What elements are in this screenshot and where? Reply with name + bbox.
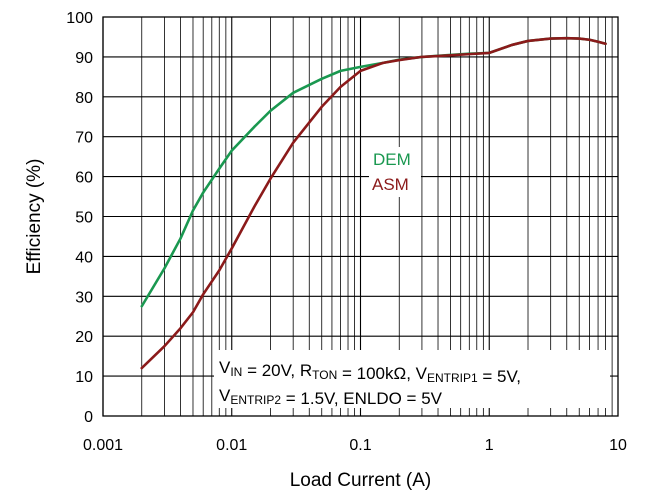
y-tick-label: 70: [75, 130, 93, 147]
x-tick-label: 0.1: [349, 437, 371, 454]
series-label-dem: DEM: [373, 150, 411, 169]
annotation-background: [214, 350, 610, 408]
annotation-subscript: ENTRIP1: [427, 371, 478, 385]
series-lines: [140, 36, 607, 370]
y-tick-label: 80: [75, 90, 93, 107]
series-label-background: [369, 147, 421, 197]
x-tick-label: 0.01: [216, 437, 247, 454]
annotation-text: = 100kΩ, V: [337, 364, 427, 383]
y-tick-labels: 0 10 20 30 40 50 60 70 80 90 100: [66, 10, 93, 426]
x-tick-labels: 0.001 0.01 0.1 1 10: [83, 437, 627, 454]
annotation-box: VIN = 20V, RTON = 100kΩ, VENTRIP1 = 5V, …: [214, 350, 610, 408]
series-label-backgrounds: [369, 147, 421, 197]
x-tick-label: 10: [609, 437, 627, 454]
x-tick-label: 0.001: [83, 437, 123, 454]
annotation-subscript: ENTRIP2: [230, 393, 281, 407]
annotation-text: = 20V, R: [242, 361, 312, 380]
annotation-text: V: [219, 386, 231, 405]
series-label-asm: ASM: [372, 175, 409, 194]
y-tick-label: 20: [75, 329, 93, 346]
annotation-text: V: [219, 358, 231, 377]
y-tick-label: 40: [75, 249, 93, 266]
annotation-text: = 5V,: [478, 367, 521, 386]
y-tick-label: 0: [84, 409, 93, 426]
y-tick-label: 10: [75, 369, 93, 386]
y-tick-label: 100: [66, 10, 93, 27]
x-tick-label: 1: [485, 437, 494, 454]
y-axis-title: Efficiency (%): [24, 159, 45, 275]
plot-frame: [102, 16, 619, 417]
y-tick-label: 60: [75, 170, 93, 187]
annotation-line-2: VENTRIP2 = 1.5V, ENLDO = 5V: [219, 386, 443, 408]
annotation-subscript: IN: [230, 365, 242, 379]
series-line-asm: [140, 36, 607, 370]
annotation-line-1: VIN = 20V, RTON = 100kΩ, VENTRIP1 = 5V,: [219, 358, 521, 386]
y-tick-label: 30: [75, 289, 93, 306]
annotation-text: = 1.5V, ENLDO = 5V: [281, 389, 443, 408]
y-tick-label: 90: [75, 50, 93, 67]
y-tick-label: 50: [75, 210, 93, 227]
annotation-subscript: TON: [312, 368, 337, 382]
x-axis-title: Load Current (A): [290, 470, 432, 491]
